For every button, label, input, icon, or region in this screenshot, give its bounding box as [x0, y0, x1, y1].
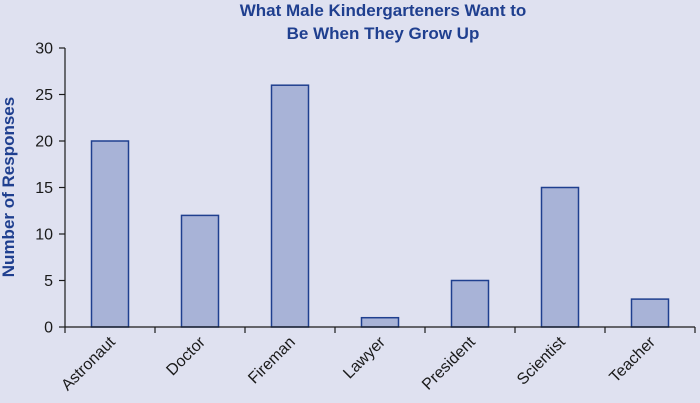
- bar-scientist: [540, 186, 580, 328]
- y-axis-label: Number of Responses: [0, 97, 18, 277]
- y-tick-label: 15: [35, 180, 53, 197]
- chart-title: What Male Kindergarteners Want to Be Whe…: [240, 1, 527, 43]
- x-category-label-teacher: Teacher: [607, 333, 660, 386]
- bar-lawyer: [360, 316, 400, 328]
- x-category-label-president: President: [419, 333, 479, 393]
- bar-doctor: [180, 214, 220, 328]
- y-tick-label: 10: [35, 227, 53, 244]
- y-ticks-group: 0 5 10 15 20 25 30: [35, 41, 65, 337]
- y-tick-label: 0: [44, 320, 53, 337]
- axes-group: [64, 48, 695, 328]
- y-tick-label: 20: [35, 134, 53, 151]
- x-category-label-lawyer: Lawyer: [340, 333, 389, 382]
- bar-president: [450, 279, 490, 328]
- chart-title-line-2: Be When They Grow Up: [287, 24, 480, 43]
- x-category-label-scientist: Scientist: [514, 333, 569, 388]
- y-tick-label: 5: [44, 273, 53, 290]
- bar-astronaut: [90, 140, 130, 328]
- x-ticks-group: Astronaut Doctor Fireman Lawyer President Sci…: [58, 327, 696, 394]
- x-category-label-doctor: Doctor: [163, 333, 209, 379]
- y-tick-label: 25: [35, 87, 53, 104]
- bars-group: [90, 84, 670, 328]
- chart-title-line-1: What Male Kindergarteners Want to: [240, 1, 527, 20]
- x-category-label-astronaut: Astronaut: [58, 333, 119, 394]
- bar-fireman: [270, 84, 310, 328]
- bar-teacher: [630, 298, 670, 328]
- x-category-label-fireman: Fireman: [245, 334, 299, 388]
- y-tick-label: 30: [35, 41, 53, 58]
